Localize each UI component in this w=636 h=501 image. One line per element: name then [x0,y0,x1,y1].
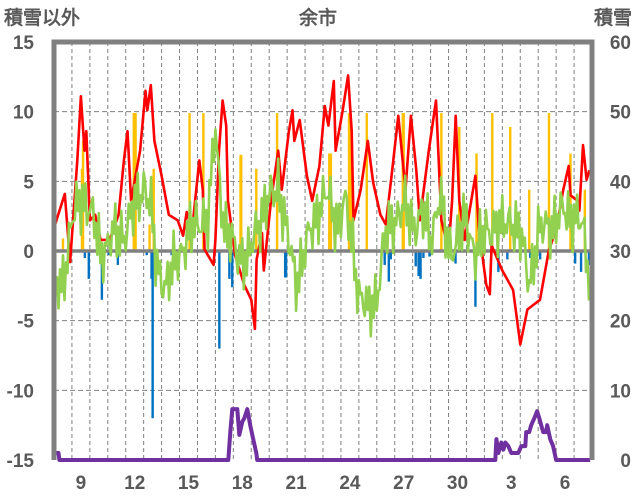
x-tick-label: 30 [447,473,468,494]
left-tick-label: 5 [23,172,34,193]
left-tick-label: 0 [23,242,34,263]
blue-bar [587,251,591,265]
blue-bar [116,251,120,265]
purple-series-line [54,407,591,462]
right-tick-label: 40 [610,172,631,193]
left-axis-label: 積雪以外 [4,6,80,29]
blue-bar [454,251,457,264]
blue-bar [87,251,90,279]
right-axis-label: 積雪 [594,6,632,29]
right-tick-label: 30 [610,242,631,263]
yellow-bar [365,113,368,251]
left-tick-label: -15 [7,451,35,472]
x-tick-label: 24 [339,473,361,494]
x-tick-label: 9 [76,473,87,494]
yellow-bar [328,153,331,251]
plot-frame [51,39,595,460]
yellow-bar [202,113,205,251]
blue-bar [151,251,154,419]
yellow-bar [528,189,531,251]
blue-bar [579,251,583,272]
blue-bar [387,251,391,282]
right-tick-label: 50 [610,103,631,124]
blue-bar [506,251,509,260]
blue-bar [231,251,234,288]
right-tick-label: 0 [620,451,631,472]
blue-bar [170,251,173,256]
blue-bar [419,251,422,279]
x-tick-label: 21 [286,473,308,494]
left-tick-label: -10 [7,381,34,402]
blue-bar [573,251,577,264]
blue-bar [218,251,221,349]
blue-bar [83,251,87,258]
yellow-bar [349,113,352,251]
yellow-bar [152,168,155,251]
yellow-bar [509,126,512,251]
red-series-line [53,74,591,346]
x-tick-label: 3 [506,473,517,494]
yellow-bar [569,153,572,251]
blue-bar [538,251,542,260]
yellow-bar [491,113,494,251]
x-tick-label: 15 [178,473,200,494]
blue-bar [383,251,386,265]
line-series [52,74,591,462]
bar-series [61,113,591,419]
x-tick-label: 6 [560,473,571,494]
blue-bar [284,251,288,278]
blue-bar [422,251,425,258]
yellow-bar [240,154,243,251]
blue-bar [389,251,392,260]
blue-bar [145,251,148,256]
x-tick-label: 27 [393,473,414,494]
yellow-bar [148,224,151,251]
yellow-bar [61,238,65,251]
left-tick-label: -5 [17,312,34,333]
left-tick-label: 15 [13,33,35,54]
blue-bar [529,251,532,258]
x-tick-label: 12 [124,473,145,494]
left-tick-label: 10 [13,103,34,124]
blue-bar [228,251,231,279]
x-tick-label: 18 [232,473,253,494]
green-series-line [52,128,591,338]
plot-border [51,39,595,460]
yellow-bar [547,113,551,251]
yellow-bar [255,168,258,251]
right-tick-label: 60 [610,33,631,54]
yellow-bar [188,113,191,251]
blue-bar [417,251,420,277]
blue-bar [428,251,431,257]
blue-bar [107,251,111,256]
blue-bar [414,251,417,267]
right-tick-label: 10 [610,381,631,402]
right-tick-label: 20 [610,312,631,333]
chart-title: 余市 [298,6,337,29]
